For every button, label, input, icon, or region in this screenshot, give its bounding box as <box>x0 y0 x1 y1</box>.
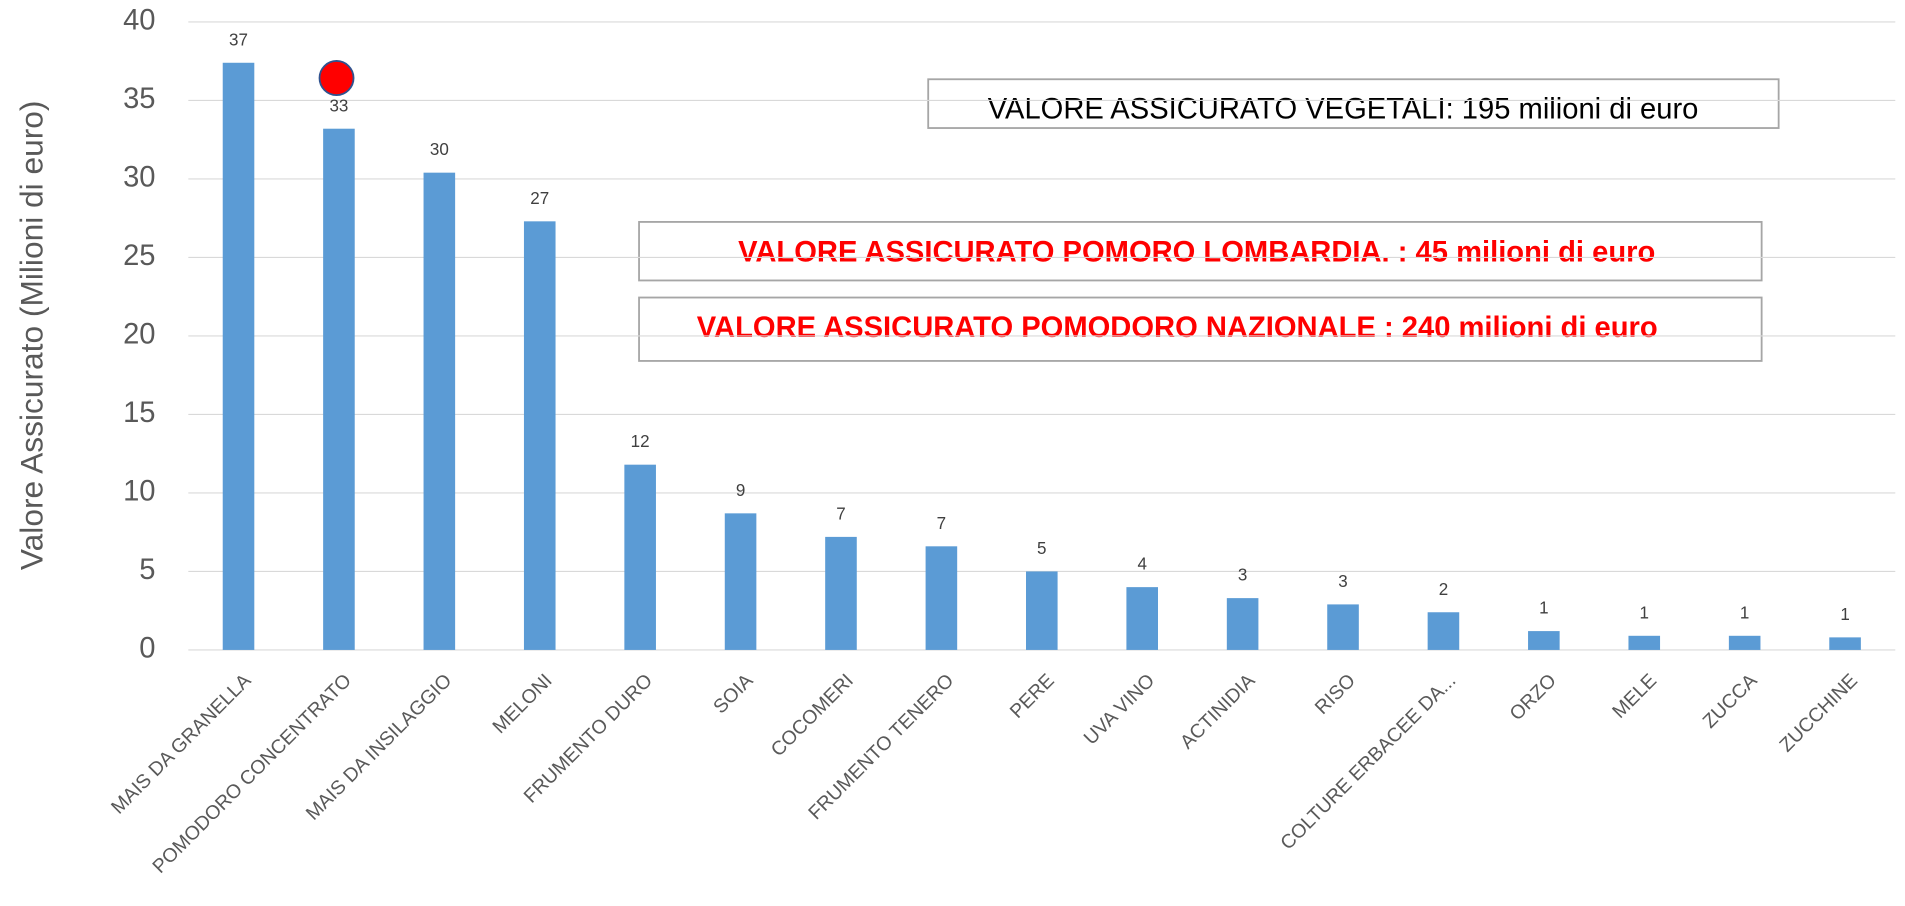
y-tick-label: 15 <box>123 397 155 429</box>
data-label: 1 <box>1539 599 1548 618</box>
bar <box>624 464 656 650</box>
data-label: 1 <box>1740 603 1749 622</box>
bar <box>1026 571 1058 650</box>
y-tick-label: 25 <box>123 240 155 272</box>
annotation: VALORE ASSICURATO POMODORO NAZIONALE : 2… <box>697 312 1658 344</box>
x-tick-label: SOIA <box>709 670 757 719</box>
data-label: 33 <box>329 96 348 115</box>
y-tick-label: 20 <box>123 319 155 351</box>
bar <box>523 221 556 650</box>
data-label: 5 <box>1037 539 1046 558</box>
bar <box>724 513 757 650</box>
x-tick-label: ZUCCHINE <box>1775 670 1862 757</box>
bar <box>825 536 857 650</box>
data-label: 27 <box>530 189 549 208</box>
x-tick-label: UVA VINO <box>1080 670 1159 750</box>
bar <box>423 172 456 650</box>
x-tick-label: RISO <box>1311 670 1360 719</box>
x-tick-label: MELONI <box>488 670 556 738</box>
bar <box>1126 587 1159 650</box>
bar <box>1327 604 1359 650</box>
x-tick-label: MELE <box>1608 670 1661 723</box>
data-label: 7 <box>937 514 946 533</box>
bar <box>1226 598 1259 650</box>
y-tick-label: 10 <box>123 476 155 508</box>
bar <box>1628 635 1661 650</box>
data-label: 9 <box>736 481 745 500</box>
x-tick-label: ORZO <box>1505 670 1560 725</box>
bar <box>323 128 355 650</box>
x-tick-label: COCOMERI <box>767 670 858 761</box>
y-tick-label: 5 <box>139 554 155 586</box>
bar <box>1528 631 1560 650</box>
data-label: 7 <box>836 504 845 523</box>
y-axis-label: Valore Assicurato (Milioni di euro) <box>13 101 49 571</box>
annotation-box <box>927 78 1780 129</box>
annotation-box <box>638 296 1763 362</box>
x-tick-label: ACTINIDIA <box>1176 670 1259 754</box>
bar <box>1427 612 1460 650</box>
data-label: 2 <box>1439 580 1448 599</box>
x-tick-label: COLTURE ERBACEE DA... <box>1276 670 1460 855</box>
data-label: 3 <box>1338 572 1347 591</box>
y-tick-label: 35 <box>123 83 155 115</box>
annotation: VALORE ASSICURATO POMORO LOMBARDIA. : 45… <box>738 236 1655 268</box>
data-label: 37 <box>229 30 248 49</box>
data-label: 3 <box>1238 566 1247 585</box>
y-tick-label: 0 <box>139 633 155 665</box>
data-label: 30 <box>430 140 449 159</box>
x-tick-label: POMODORO CONCENTRATO <box>148 670 355 878</box>
data-label: 12 <box>631 432 650 451</box>
bar <box>1829 637 1861 650</box>
y-tick-label: 40 <box>123 5 155 37</box>
annotation: VALORE ASSICURATO VEGETALI: 195 milioni … <box>988 94 1699 126</box>
data-label: 1 <box>1640 603 1649 622</box>
data-label: 4 <box>1137 555 1146 574</box>
highlight-marker <box>318 60 355 97</box>
x-tick-label: PERE <box>1006 670 1059 723</box>
annotation-box <box>638 221 1763 282</box>
bar <box>925 546 958 650</box>
bar <box>1728 635 1761 650</box>
data-label: 1 <box>1840 605 1849 624</box>
x-tick-label: ZUCCA <box>1699 670 1762 733</box>
y-tick-label: 30 <box>123 162 155 194</box>
bar <box>222 62 255 650</box>
